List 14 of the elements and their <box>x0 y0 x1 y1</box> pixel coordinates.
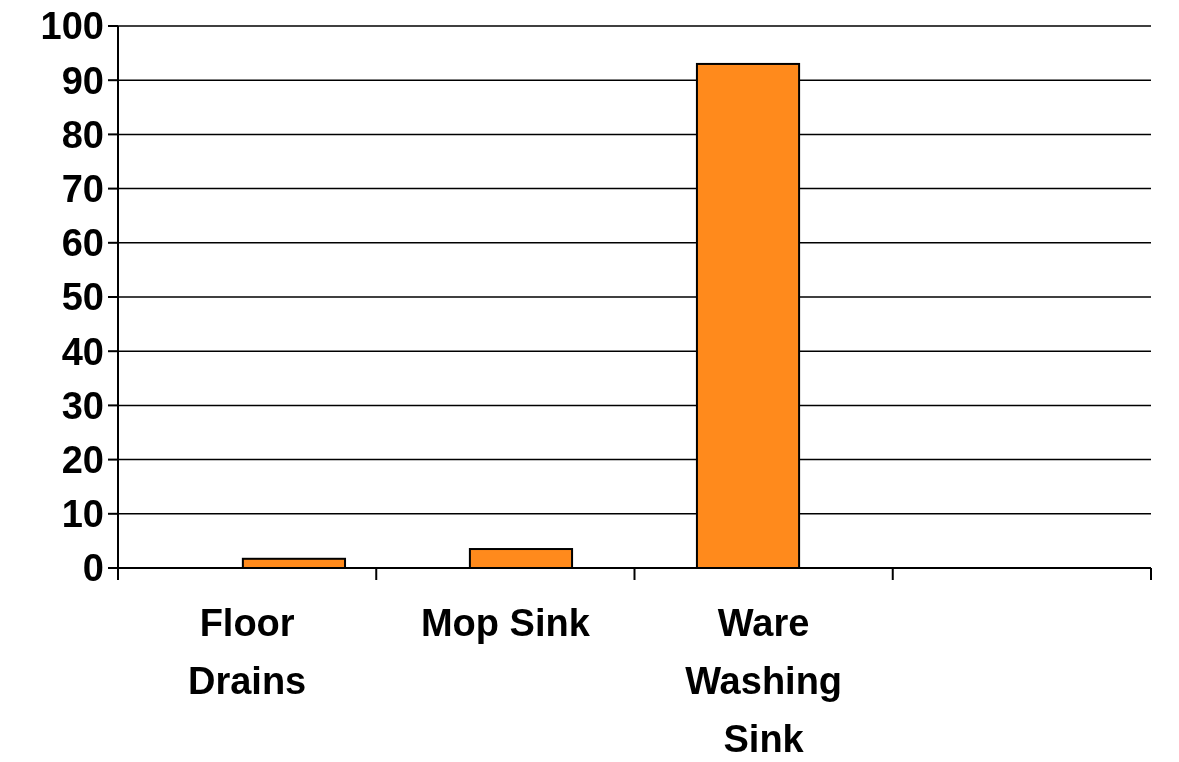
y-tick-label: 90 <box>61 59 104 102</box>
y-tick-label: 0 <box>82 547 104 590</box>
y-tick-label: 40 <box>61 330 104 373</box>
y-tick-label: 80 <box>61 113 104 156</box>
x-tick-label: Floor Drains <box>187 602 307 702</box>
y-tick-label: 50 <box>61 276 104 319</box>
y-tick-label: 20 <box>61 438 104 481</box>
x-tick-label: Mop Sink <box>420 602 591 644</box>
y-tick-label: 60 <box>61 222 104 265</box>
x-tick-label: Ware Washing Sink <box>685 602 843 760</box>
y-tick-label: 10 <box>61 493 104 536</box>
y-tick-label: 70 <box>61 167 104 210</box>
y-tick-label: 30 <box>61 384 104 427</box>
y-tick-label: 100 <box>40 5 104 48</box>
